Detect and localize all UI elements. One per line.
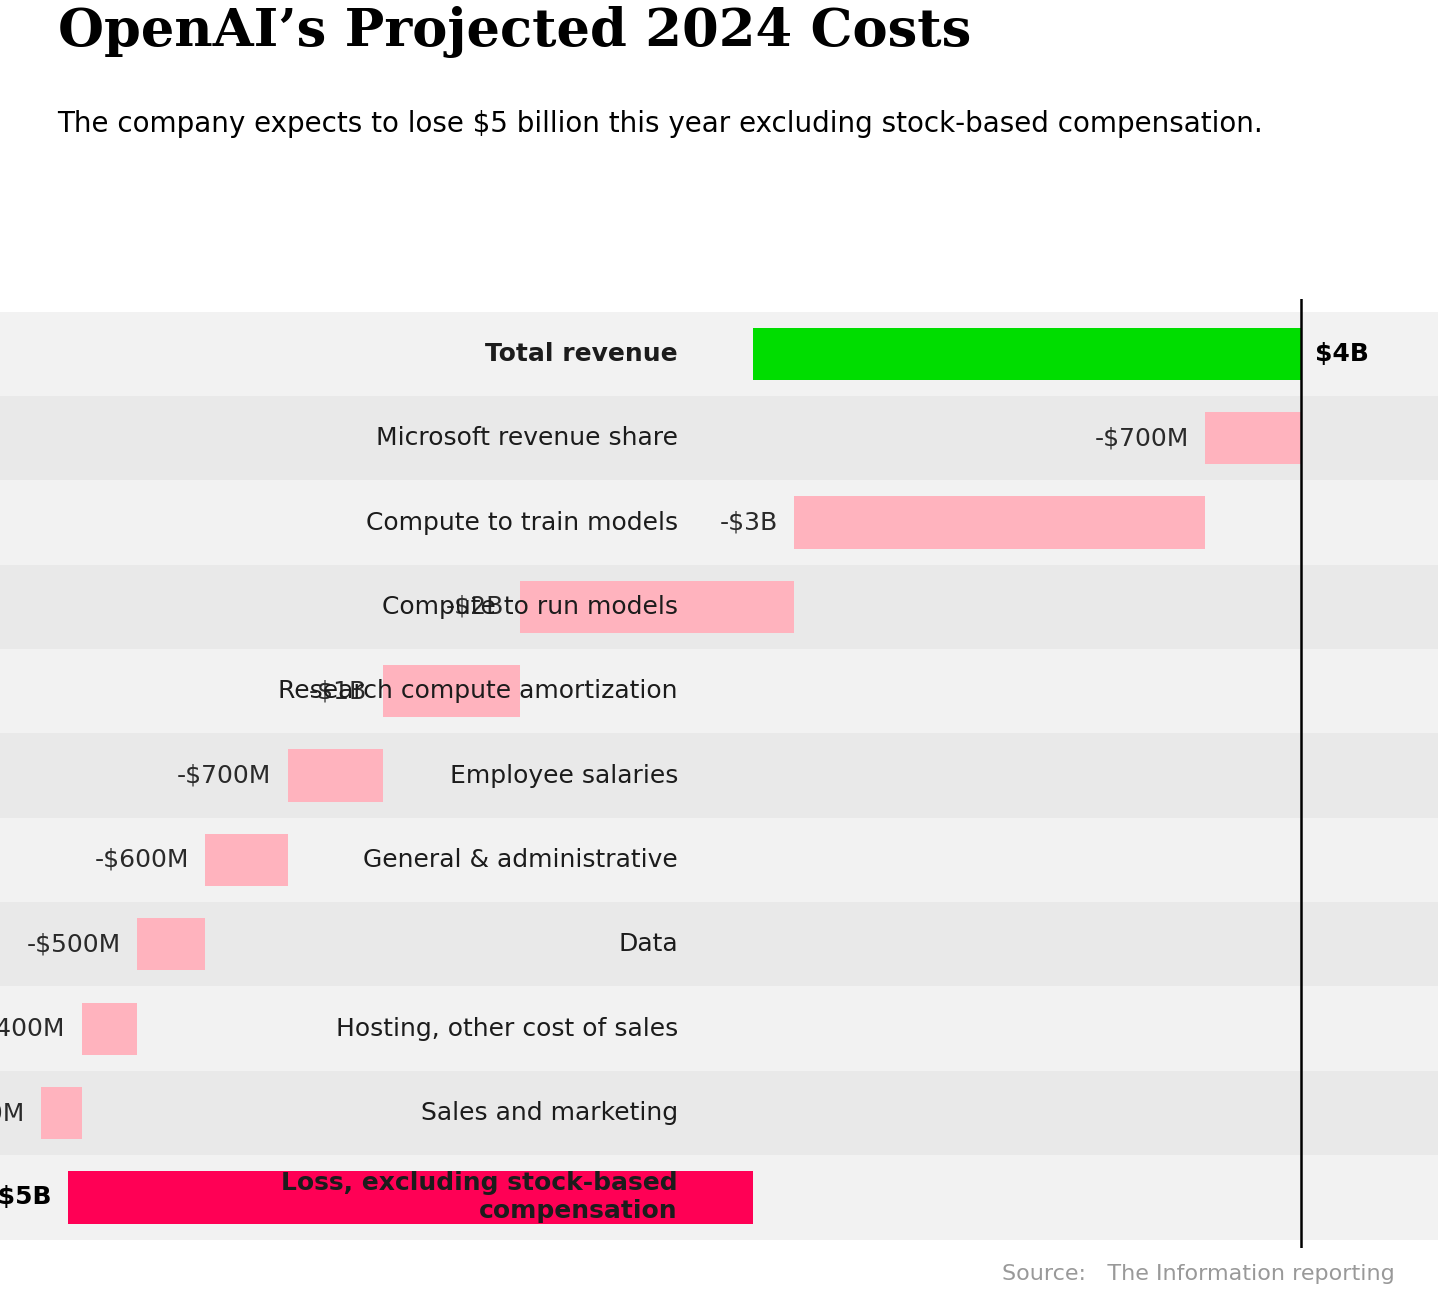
Text: -$400M: -$400M <box>0 1017 66 1041</box>
Text: -$2B: -$2B <box>446 595 503 619</box>
Bar <box>0 902 1438 987</box>
Text: Loss, excluding stock-based
compensation: Loss, excluding stock-based compensation <box>282 1171 677 1223</box>
Text: -$500M: -$500M <box>26 932 121 957</box>
Text: Compute to train models: Compute to train models <box>365 511 677 534</box>
Text: -$1B: -$1B <box>309 680 367 703</box>
Text: General & administrative: General & administrative <box>364 848 677 872</box>
Bar <box>69 1171 754 1223</box>
Text: -$300M: -$300M <box>0 1101 24 1124</box>
Bar <box>0 1071 1438 1156</box>
Text: -$600M: -$600M <box>95 848 188 872</box>
Bar <box>0 396 1438 481</box>
Text: OpenAI’s Projected 2024 Costs: OpenAI’s Projected 2024 Costs <box>58 6 971 58</box>
Text: Total revenue: Total revenue <box>485 342 677 365</box>
Text: Employee salaries: Employee salaries <box>450 763 677 788</box>
Bar <box>0 733 1438 818</box>
Bar <box>521 581 794 633</box>
Bar <box>0 987 1438 1071</box>
Text: Data: Data <box>618 932 677 957</box>
Text: $4B: $4B <box>1314 342 1369 365</box>
Bar <box>0 564 1438 649</box>
Bar <box>0 312 1438 396</box>
Bar <box>0 481 1438 564</box>
Bar <box>82 1002 137 1054</box>
Text: Source:   The Information reporting: Source: The Information reporting <box>1002 1265 1395 1284</box>
Text: Microsoft revenue share: Microsoft revenue share <box>375 426 677 450</box>
Bar <box>42 1087 82 1139</box>
Text: Hosting, other cost of sales: Hosting, other cost of sales <box>335 1017 677 1041</box>
Bar <box>0 818 1438 902</box>
Bar <box>0 1156 1438 1240</box>
Bar <box>754 328 1301 380</box>
Text: -$700M: -$700M <box>1094 426 1189 450</box>
Bar <box>794 497 1205 549</box>
Text: –$5B: –$5B <box>0 1186 52 1209</box>
Text: -$700M: -$700M <box>177 763 272 788</box>
Text: The company expects to lose $5 billion this year excluding stock-based compensat: The company expects to lose $5 billion t… <box>58 111 1263 139</box>
Bar <box>384 666 521 718</box>
Bar <box>288 750 384 802</box>
Text: -$3B: -$3B <box>719 511 778 534</box>
Text: Research compute amortization: Research compute amortization <box>279 680 677 703</box>
Bar <box>1205 412 1301 464</box>
Bar <box>206 833 288 887</box>
Text: Sales and marketing: Sales and marketing <box>421 1101 677 1124</box>
Bar <box>137 918 206 971</box>
Text: Compute to run models: Compute to run models <box>383 595 677 619</box>
Bar <box>0 649 1438 733</box>
